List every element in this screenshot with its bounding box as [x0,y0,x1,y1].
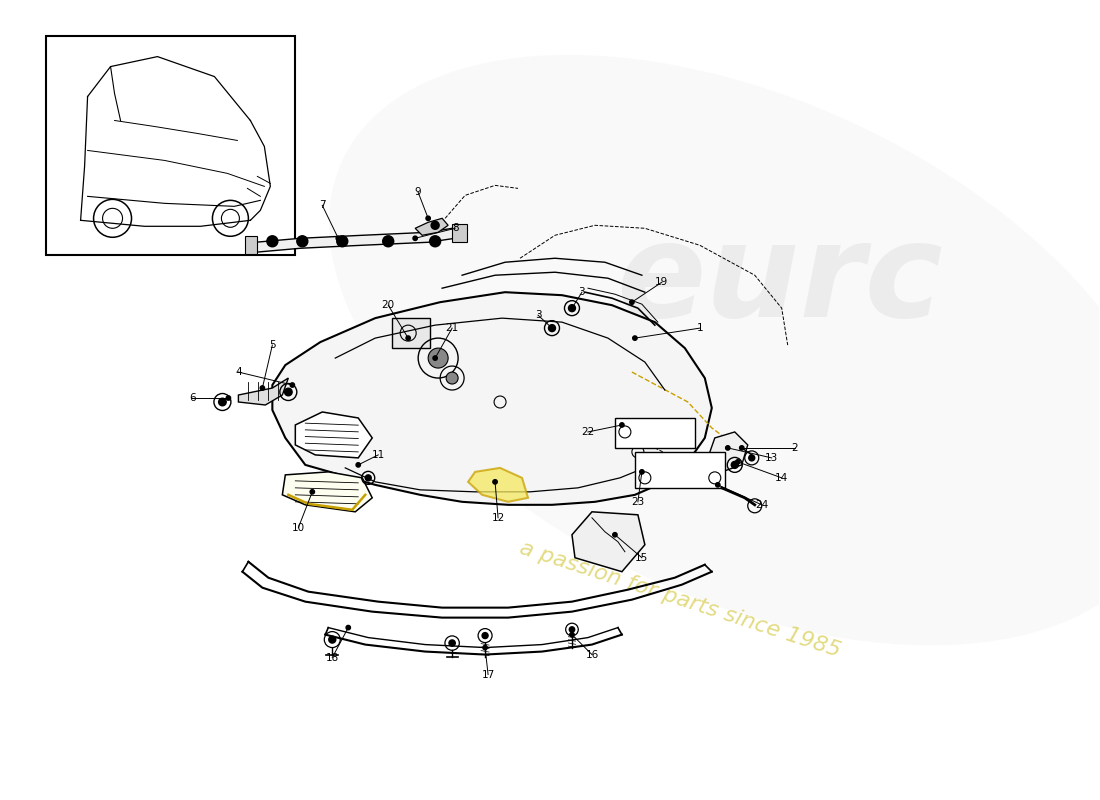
Polygon shape [283,472,372,512]
Circle shape [346,626,351,630]
Circle shape [227,396,231,400]
Circle shape [449,640,455,646]
Text: 2: 2 [791,443,798,453]
Circle shape [430,236,441,246]
Circle shape [433,356,438,360]
Circle shape [570,632,574,637]
Circle shape [261,386,265,390]
Circle shape [483,646,487,650]
Circle shape [629,300,634,304]
Text: 18: 18 [326,653,339,662]
Text: 9: 9 [415,187,421,198]
Circle shape [356,462,361,467]
Text: 8: 8 [452,223,459,234]
Text: 20: 20 [382,300,395,310]
Text: 1: 1 [696,323,703,333]
Polygon shape [615,418,695,448]
Text: 16: 16 [585,650,598,659]
Circle shape [619,422,624,427]
Circle shape [329,636,336,643]
Circle shape [431,222,439,230]
Circle shape [447,372,458,384]
Circle shape [493,480,497,484]
Bar [452,224,468,242]
Text: a passion for parts since 1985: a passion for parts since 1985 [517,538,843,661]
Circle shape [632,336,637,340]
Polygon shape [635,452,725,488]
Circle shape [219,398,227,406]
Text: 12: 12 [492,513,505,522]
Text: 14: 14 [776,473,789,483]
Polygon shape [239,378,288,405]
Circle shape [426,216,430,221]
Circle shape [383,236,394,246]
Text: 3: 3 [579,287,585,297]
Bar [45,36,295,255]
Circle shape [482,633,488,638]
Text: 4: 4 [235,367,242,377]
Circle shape [406,336,410,340]
Text: 3: 3 [535,310,541,320]
Circle shape [736,460,740,464]
Circle shape [337,236,341,241]
Text: 15: 15 [636,553,649,562]
Text: 11: 11 [372,450,385,460]
Polygon shape [273,292,712,505]
Text: 6: 6 [189,393,196,403]
Circle shape [285,388,293,396]
Circle shape [726,446,730,450]
Circle shape [640,470,645,474]
Text: 24: 24 [755,500,769,510]
Circle shape [310,490,315,494]
Polygon shape [707,432,748,472]
Ellipse shape [329,54,1100,646]
Circle shape [749,455,755,461]
Circle shape [716,482,720,487]
Polygon shape [252,228,455,252]
Circle shape [613,533,617,537]
Text: 19: 19 [656,278,669,287]
Text: 10: 10 [292,522,305,533]
Text: 23: 23 [631,497,645,507]
Text: 7: 7 [319,200,326,210]
Circle shape [549,325,556,332]
Text: 5: 5 [270,340,276,350]
Circle shape [290,383,295,387]
Circle shape [570,627,574,632]
Polygon shape [572,512,645,572]
Polygon shape [415,218,448,235]
Circle shape [428,348,448,368]
Circle shape [412,236,417,241]
Polygon shape [469,468,528,502]
Circle shape [570,306,574,310]
Circle shape [365,475,371,481]
Circle shape [297,236,308,246]
Circle shape [732,462,738,468]
Circle shape [337,236,348,246]
Circle shape [550,326,554,330]
Text: 17: 17 [482,670,495,679]
Circle shape [569,305,575,312]
Polygon shape [295,412,372,458]
Bar [393,318,430,348]
Text: 22: 22 [581,427,595,437]
Text: 21: 21 [446,323,459,333]
Circle shape [739,446,744,450]
Bar [245,236,257,254]
Text: eurc: eurc [616,217,943,344]
Circle shape [267,236,278,246]
Text: 13: 13 [766,453,779,463]
